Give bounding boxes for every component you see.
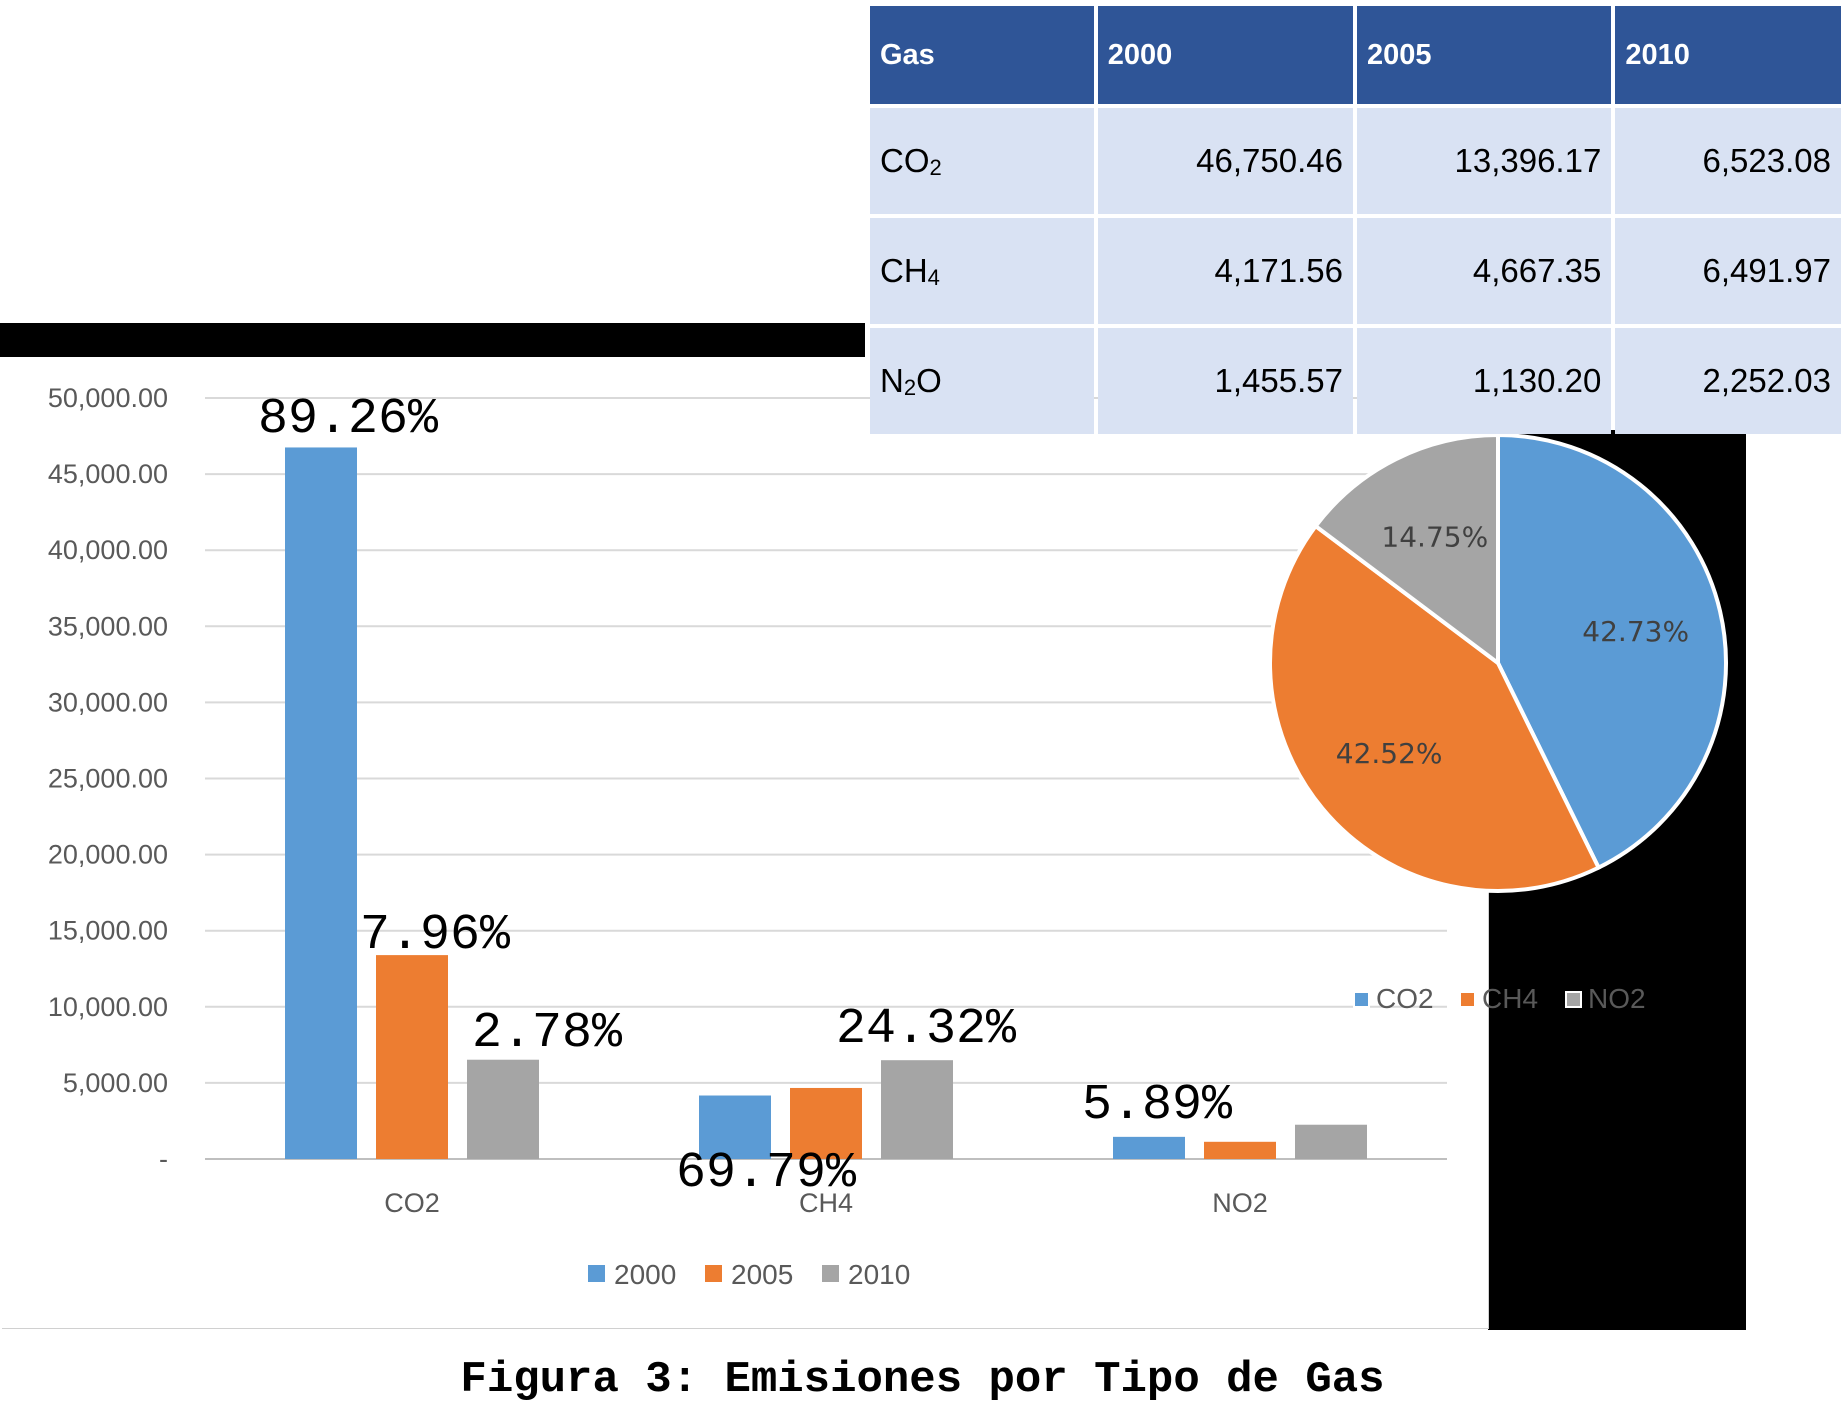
- bar: [1295, 1124, 1367, 1159]
- gas-name: N: [880, 361, 904, 399]
- pie-slice-label: 14.75%: [1381, 521, 1488, 554]
- percentage-annotation: 69.79%: [676, 1145, 857, 1202]
- header-gas: Gas: [870, 6, 1094, 104]
- legend-swatch: [822, 1265, 839, 1282]
- bar: [467, 1059, 539, 1159]
- pie-legend-label: CO2: [1376, 983, 1434, 1014]
- table-row: CH4 4,171.56 4,667.35 6,491.97: [870, 218, 1841, 324]
- gas-cell: N2O: [870, 328, 1094, 434]
- value-2005: 1,130.20: [1356, 328, 1612, 434]
- bar: [376, 955, 448, 1159]
- value-2000: 46,750.46: [1097, 108, 1353, 214]
- pie-legend-swatch: [1565, 991, 1582, 1008]
- legend-label: 2010: [848, 1259, 910, 1290]
- gas-subscript: 2: [929, 154, 942, 180]
- pie-slice: [1268, 523, 1602, 893]
- bar: [285, 447, 357, 1159]
- pie-slice: [1312, 432, 1500, 668]
- value-2005: 4,667.35: [1356, 218, 1612, 324]
- value-2000: 4,171.56: [1097, 218, 1353, 324]
- legend-label: 2005: [731, 1259, 793, 1290]
- header-2005: 2005: [1356, 6, 1612, 104]
- legend-label: 2000: [614, 1259, 676, 1290]
- figure-caption: Figura 3: Emisiones por Tipo de Gas: [460, 1355, 1385, 1405]
- percentage-annotation: 7.96%: [360, 907, 511, 964]
- value-2000: 1,455.57: [1097, 328, 1353, 434]
- gas-cell: CH4: [870, 218, 1094, 324]
- pie-legend-swatch: [1353, 991, 1370, 1008]
- value-2005: 13,396.17: [1356, 108, 1612, 214]
- table-row: CO2 46,750.46 13,396.17 6,523.08: [870, 108, 1841, 214]
- bar: [881, 1060, 953, 1159]
- pie-legend-label: NO2: [1588, 983, 1646, 1014]
- y-tick-label: 35,000.00: [48, 611, 168, 641]
- percentage-annotation: 2.78%: [472, 1005, 623, 1062]
- y-tick-label: 5,000.00: [63, 1068, 168, 1098]
- y-tick-label: 25,000.00: [48, 764, 168, 794]
- y-tick-label: 10,000.00: [48, 992, 168, 1022]
- gas-name: CH: [880, 251, 928, 289]
- header-2000: 2000: [1097, 6, 1353, 104]
- bar: [790, 1087, 862, 1159]
- percentage-annotation: 89.26%: [258, 391, 439, 448]
- bar: [1113, 1136, 1185, 1159]
- legend-swatch: [705, 1265, 722, 1282]
- pie-legend-label: CH4: [1482, 983, 1538, 1014]
- pie-slice: [1496, 432, 1728, 871]
- gas-subscript: 2: [903, 374, 917, 400]
- bar: [1204, 1141, 1276, 1159]
- y-tick-label: 50,000.00: [48, 383, 168, 413]
- y-tick-label: 20,000.00: [48, 840, 168, 870]
- y-tick-label: 30,000.00: [48, 687, 168, 717]
- y-tick-label: -: [159, 1144, 168, 1174]
- percentage-annotation: 5.89%: [1082, 1077, 1233, 1134]
- percentage-annotation: 24.32%: [836, 1001, 1017, 1058]
- x-tick-label: NO2: [1212, 1188, 1268, 1218]
- x-tick-label: CH4: [799, 1188, 853, 1218]
- bar: [699, 1095, 771, 1159]
- x-tick-label: CO2: [384, 1188, 440, 1218]
- gas-subscript: 4: [927, 264, 940, 290]
- table-row: N2O 1,455.57 1,130.20 2,252.03: [870, 328, 1841, 434]
- gas-name: CO: [880, 141, 930, 179]
- value-2010: 6,491.97: [1615, 218, 1841, 324]
- table-header-row: Gas 2000 2005 2010: [870, 6, 1841, 104]
- bar-chart-frame: [2, 358, 1489, 1329]
- value-2010: 6,523.08: [1615, 108, 1841, 214]
- black-banner: [0, 323, 865, 357]
- gas-cell: CO2: [870, 108, 1094, 214]
- value-2010: 2,252.03: [1615, 328, 1841, 434]
- header-2010: 2010: [1615, 6, 1841, 104]
- gas-name-tail: O: [916, 361, 942, 399]
- pie-slice-label: 42.52%: [1336, 737, 1443, 770]
- y-tick-label: 15,000.00: [48, 916, 168, 946]
- pie-slice-label: 42.73%: [1582, 615, 1689, 648]
- pie-legend-swatch: [1459, 991, 1476, 1008]
- emissions-table: Gas 2000 2005 2010 CO2 46,750.46 13,396.…: [866, 2, 1845, 438]
- y-tick-label: 45,000.00: [48, 459, 168, 489]
- y-tick-label: 40,000.00: [48, 535, 168, 565]
- legend-swatch: [588, 1265, 605, 1282]
